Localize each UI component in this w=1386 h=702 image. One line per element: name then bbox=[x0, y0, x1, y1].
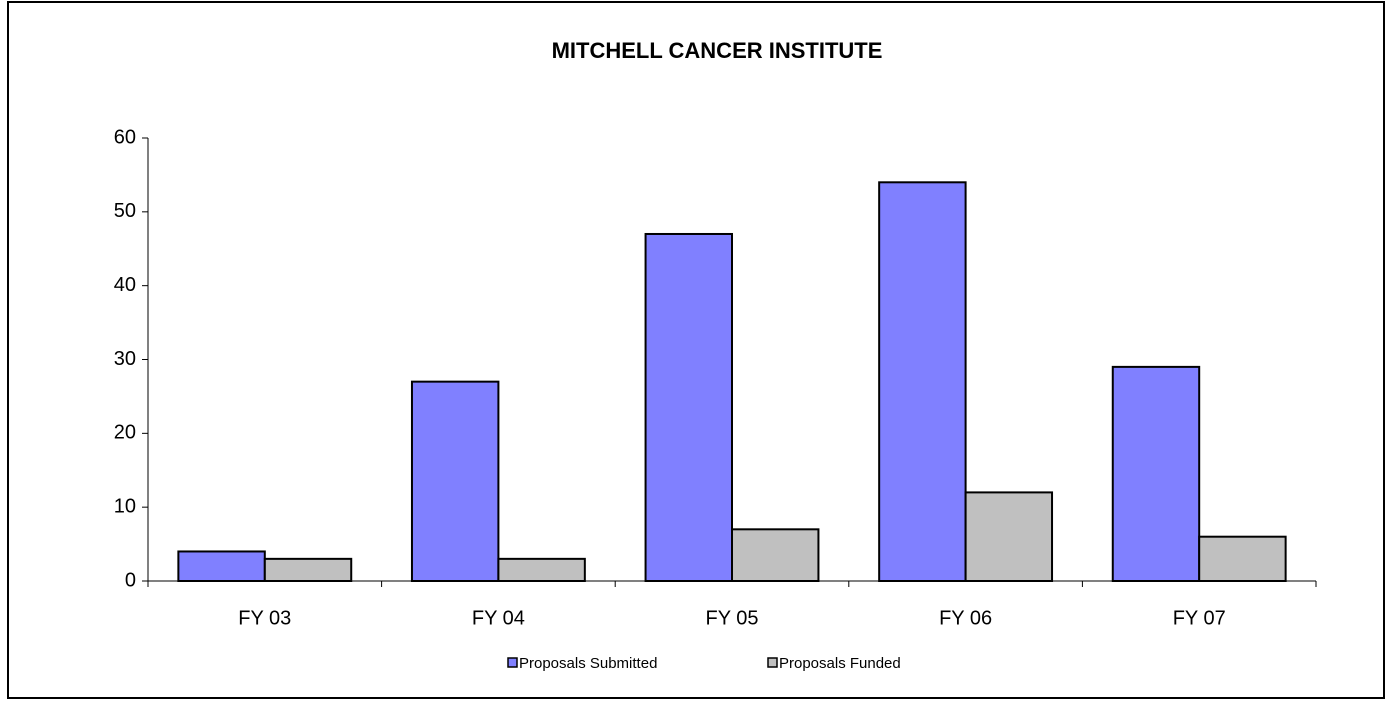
chart-title: MITCHELL CANCER INSTITUTE bbox=[552, 38, 883, 63]
y-tick-label: 10 bbox=[114, 495, 136, 517]
y-tick-label: 40 bbox=[114, 274, 136, 296]
x-tick-label: FY 03 bbox=[238, 607, 291, 629]
bar bbox=[263, 557, 353, 582]
bar bbox=[497, 557, 586, 582]
legend-label: Proposals Submitted bbox=[519, 655, 657, 672]
y-tick-label: 20 bbox=[114, 422, 136, 444]
y-tick-label: 0 bbox=[125, 569, 136, 591]
bar bbox=[878, 181, 967, 583]
x-tick-label: FY 06 bbox=[939, 607, 992, 629]
bar bbox=[731, 528, 820, 582]
legend-label: Proposals Funded bbox=[779, 655, 901, 672]
bar bbox=[1111, 365, 1201, 582]
legend-swatch bbox=[507, 657, 518, 668]
y-tick-label: 60 bbox=[114, 126, 136, 148]
y-tick-label: 30 bbox=[114, 348, 136, 370]
bar bbox=[177, 550, 266, 583]
bar bbox=[410, 380, 500, 582]
x-tick-label: FY 07 bbox=[1173, 607, 1226, 629]
y-tick-label: 50 bbox=[114, 200, 136, 222]
x-tick-label: FY 04 bbox=[472, 607, 525, 629]
legend-swatch bbox=[767, 657, 778, 668]
bar bbox=[964, 491, 1054, 582]
bar bbox=[1198, 535, 1287, 583]
x-tick-label: FY 05 bbox=[706, 607, 759, 629]
bar bbox=[644, 232, 733, 582]
